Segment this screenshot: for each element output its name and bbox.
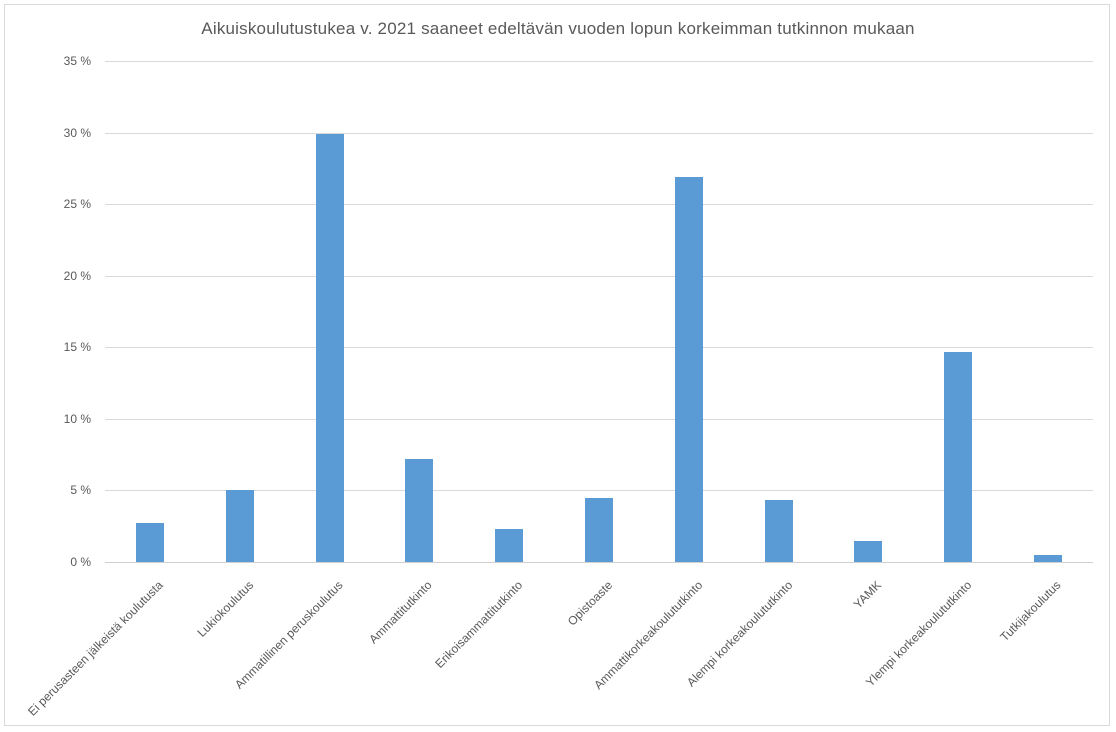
bar: [405, 459, 433, 562]
x-axis-category-label: Ylempi korkeakoulututkinto: [862, 578, 974, 690]
y-axis-tick-label: 30 %: [63, 126, 91, 140]
chart-title: Aikuiskoulutustukea v. 2021 saaneet edel…: [201, 19, 915, 38]
y-gridline: [105, 419, 1093, 420]
x-axis-category-label: Ammattitutkinto: [366, 578, 435, 647]
y-axis-tick-label: 25 %: [63, 197, 91, 211]
x-axis-category-label: Erikoisammattitutkinto: [432, 578, 525, 671]
y-axis-tick-label: 10 %: [63, 412, 91, 426]
y-gridline: [105, 204, 1093, 205]
y-gridline: [105, 347, 1093, 348]
y-gridline: [105, 133, 1093, 134]
bar: [316, 134, 344, 562]
x-axis-category-label: Ammatillinen peruskoulutus: [232, 578, 346, 692]
x-axis-category-label: Tutkijakoulutus: [997, 578, 1064, 645]
x-axis-category-label: Lukiokoulutus: [194, 578, 256, 640]
bar: [675, 177, 703, 562]
y-gridline: [105, 276, 1093, 277]
y-axis-tick-label: 15 %: [63, 340, 91, 354]
bar: [944, 352, 972, 562]
x-axis-line: [105, 562, 1093, 563]
y-gridline: [105, 490, 1093, 491]
bar: [854, 541, 882, 562]
x-axis-category-label: YAMK: [850, 578, 884, 612]
bar: [1034, 555, 1062, 562]
y-axis-tick-label: 35 %: [63, 54, 91, 68]
bar: [495, 529, 523, 562]
bar: [136, 523, 164, 562]
y-gridline: [105, 61, 1093, 62]
x-axis-category-label: Opistoaste: [564, 578, 615, 629]
x-axis-category-label: Alempi korkeakoulututkinto: [683, 578, 795, 690]
bar: [585, 498, 613, 562]
bar: [226, 490, 254, 562]
x-axis-category-label: Ei perusasteen jälkeistä koulutusta: [25, 578, 166, 719]
y-axis-tick-label: 20 %: [63, 269, 91, 283]
y-axis-tick-label: 5 %: [70, 483, 91, 497]
y-axis-tick-label: 0 %: [70, 555, 91, 569]
bar: [765, 500, 793, 562]
